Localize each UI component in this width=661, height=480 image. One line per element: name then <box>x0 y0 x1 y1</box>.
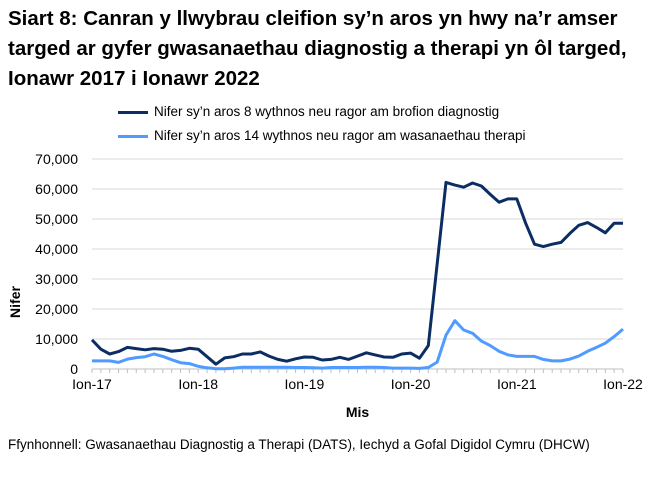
x-tick-label: Ion-21 <box>497 376 537 392</box>
y-tick-label: 50,000 <box>35 211 78 227</box>
y-tick-label: 40,000 <box>35 241 78 257</box>
y-tick-label: 0 <box>70 361 78 377</box>
y-axis-label: Nifer <box>7 286 23 318</box>
series-line-diagnostic <box>90 180 623 366</box>
plot-area: 0 10,000 20,000 30,000 40,000 50,000 60,000 70,… <box>7 151 643 420</box>
legend-label: Nifer sy’n aros 14 wythnos neu ragor am … <box>154 128 526 143</box>
x-tick-label: Ion-19 <box>285 376 325 392</box>
legend-item-therapy: Nifer sy’n aros 14 wythnos neu ragor am … <box>118 128 525 143</box>
legend-swatch <box>118 110 148 114</box>
source-note: Ffynhonnell: Gwasanaethau Diagnostig a T… <box>8 437 590 452</box>
y-tick-label: 30,000 <box>35 271 78 287</box>
y-tick-label: 60,000 <box>35 181 78 197</box>
chart-title: Siart 8: Canran y llwybrau cleifion sy’n… <box>8 7 627 90</box>
legend-item-diagnostic: Nifer sy’n aros 8 wythnos neu ragor am b… <box>118 104 499 119</box>
series-line-therapy <box>92 319 624 371</box>
x-tick-label: Ion-18 <box>178 376 218 392</box>
y-tick-label: 70,000 <box>35 151 78 167</box>
x-tick-label: Ion-17 <box>72 376 112 392</box>
x-axis-label: Mis <box>346 404 370 420</box>
y-tick-label: 20,000 <box>35 301 78 317</box>
y-tick-label: 10,000 <box>35 331 78 347</box>
x-tick-label: Ion-20 <box>391 376 431 392</box>
legend-swatch <box>118 134 148 138</box>
legend-label: Nifer sy’n aros 8 wythnos neu ragor am b… <box>154 104 500 119</box>
x-tick-label: Ion-22 <box>603 376 643 392</box>
